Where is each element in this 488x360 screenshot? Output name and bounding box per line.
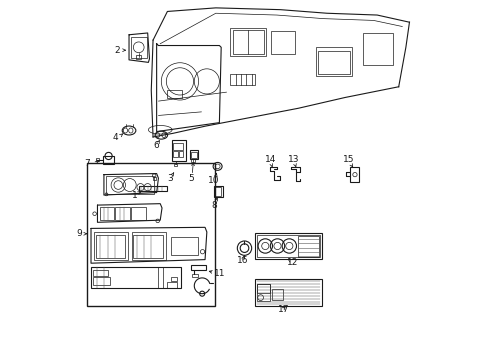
Bar	[96, 235, 125, 258]
Bar	[93, 270, 108, 276]
Bar	[131, 207, 145, 220]
Text: 3: 3	[167, 174, 172, 183]
Text: 12: 12	[286, 258, 298, 267]
Text: 16: 16	[237, 256, 248, 265]
Bar	[256, 284, 270, 293]
Text: 6: 6	[153, 141, 159, 150]
Bar	[173, 143, 183, 150]
Bar	[191, 274, 197, 277]
Bar	[174, 164, 177, 166]
Bar	[316, 47, 351, 76]
Bar	[178, 151, 183, 157]
Text: 17: 17	[277, 305, 288, 314]
Bar	[255, 279, 321, 306]
Bar	[167, 90, 182, 98]
Bar	[153, 177, 156, 180]
Bar	[349, 167, 359, 182]
Text: 8: 8	[211, 201, 217, 210]
Bar	[215, 187, 221, 196]
Text: 9: 9	[76, 229, 81, 238]
Bar	[172, 140, 185, 161]
Bar	[317, 51, 349, 74]
Text: 2: 2	[114, 46, 120, 55]
Bar	[256, 284, 270, 301]
Bar	[362, 33, 392, 65]
Bar	[139, 186, 167, 192]
Bar	[214, 186, 222, 197]
Bar	[230, 74, 255, 85]
Bar	[94, 232, 128, 260]
Text: 15: 15	[342, 156, 353, 165]
Bar	[96, 158, 99, 161]
Text: 14: 14	[264, 156, 275, 165]
Bar	[171, 237, 198, 255]
Text: 11: 11	[213, 269, 224, 278]
Bar	[298, 236, 319, 257]
Bar	[171, 277, 177, 281]
Bar	[93, 277, 110, 285]
Bar	[87, 163, 214, 306]
Bar	[190, 150, 198, 159]
Bar	[167, 282, 177, 288]
Bar	[115, 207, 129, 220]
Bar	[255, 233, 321, 259]
Bar	[230, 28, 265, 56]
Bar	[102, 156, 114, 164]
Bar	[133, 235, 163, 258]
Bar	[173, 151, 178, 157]
Bar	[131, 232, 165, 260]
Bar	[91, 267, 181, 288]
Text: 7: 7	[84, 159, 90, 168]
Text: 5: 5	[188, 174, 194, 183]
Bar	[191, 265, 205, 270]
Bar	[256, 234, 320, 257]
Bar	[131, 37, 146, 58]
Text: 1: 1	[131, 190, 137, 199]
Text: 4: 4	[112, 133, 118, 142]
Bar	[191, 152, 196, 158]
Bar	[271, 289, 282, 300]
Bar	[271, 31, 294, 54]
Text: 13: 13	[287, 156, 299, 165]
Bar	[233, 31, 263, 54]
Bar	[136, 55, 141, 59]
Bar	[106, 176, 153, 194]
Text: 10: 10	[208, 176, 219, 185]
Bar	[100, 207, 114, 220]
Bar	[191, 159, 194, 162]
